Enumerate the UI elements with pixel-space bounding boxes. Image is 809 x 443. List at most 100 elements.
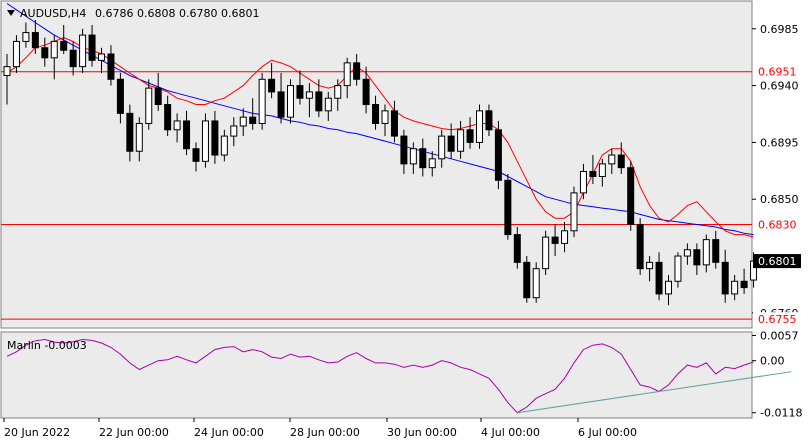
candle-bull [438, 135, 446, 160]
level-label-box [753, 64, 801, 79]
candle-bull [457, 129, 465, 152]
price-axis: 0.69850.69400.68950.68500.67600.69510.68… [752, 23, 801, 327]
candle-bear [419, 148, 427, 169]
candle-bear [693, 249, 701, 266]
candle-bull [3, 66, 11, 76]
candle-bull [532, 268, 540, 299]
candle-bear [353, 62, 361, 80]
time-tick-label: 22 Jun 00:00 [99, 426, 169, 439]
candle-bear [211, 120, 219, 156]
time-axis: 20 Jun 2022 22 Jun 00:00 24 Jun 00:00 28 Ju… [3, 418, 637, 439]
candle-bear [655, 261, 663, 295]
candle-bear [116, 78, 124, 114]
candle-bear [372, 104, 380, 124]
candle-bull [79, 34, 87, 68]
candle-bear [164, 104, 172, 131]
candle-bull [608, 154, 616, 165]
candle-bear [296, 85, 304, 99]
candle-bull [702, 239, 710, 266]
candle-bear [712, 239, 720, 263]
time-tick-label: 4 Jul 00:00 [481, 426, 540, 439]
price-tick-label: 0.6940 [760, 80, 799, 93]
candle-bear [154, 87, 162, 106]
oscillator-axis: 0.0057 0.00 -0.0118 [752, 330, 802, 420]
candle-bear [504, 179, 512, 236]
symbol-label: AUDUSD,H4 [20, 7, 86, 20]
candle-bull [731, 280, 739, 295]
candle-bull [343, 62, 351, 87]
candle-bear [485, 110, 493, 131]
candle-bear [88, 34, 96, 61]
oscillator-trendline [517, 371, 792, 414]
candle-bull [239, 116, 247, 127]
candle-bear [494, 129, 502, 181]
dropdown-triangle-icon[interactable] [7, 10, 15, 16]
time-tick-label: 6 Jul 00:00 [578, 426, 637, 439]
red-moving-average-line [6, 37, 754, 238]
candle-bull [258, 78, 266, 124]
candle-bull [570, 192, 578, 232]
level-label: 0.6755 [758, 313, 797, 326]
time-tick-label: 24 Jun 00:00 [194, 426, 264, 439]
candle-bull [334, 85, 342, 99]
candle-bull [542, 236, 550, 270]
candle-bull [135, 122, 143, 152]
candle-bear [447, 135, 455, 152]
candle-bear [249, 116, 257, 124]
candle-bear [183, 120, 191, 150]
candle-bear [400, 135, 408, 165]
candle-bull [145, 87, 153, 124]
candle-bull [98, 53, 105, 61]
candle-bull [12, 40, 20, 68]
candle-bear [315, 91, 323, 112]
indicator-pane [0, 331, 753, 419]
candle-bull [230, 125, 238, 137]
level-label: 0.6830 [758, 218, 797, 231]
candle-bull [428, 158, 436, 169]
oscillator-tick-label: -0.0118 [760, 407, 802, 420]
candle-bull [598, 163, 606, 177]
current-price-label: 0.6801 [758, 255, 797, 268]
candle-bull [324, 97, 332, 112]
level-label-box [753, 217, 801, 232]
candle-bull [665, 280, 672, 295]
candle-bull [22, 32, 30, 42]
time-tick-label: 30 Jun 00:00 [387, 426, 457, 439]
candle-bear [69, 49, 77, 68]
candle-bear [617, 154, 625, 169]
candle-bull [476, 110, 483, 143]
candle-bear [192, 148, 200, 162]
candle-bear [513, 234, 521, 263]
candle-bull [561, 230, 569, 244]
candle-bear [31, 32, 39, 49]
candle-bull [381, 110, 389, 124]
indicator-label: Marlin -0.0003 [7, 339, 87, 352]
horizontal-levels [1, 71, 752, 320]
price-tick-label: 0.6985 [760, 23, 799, 36]
candle-bear [60, 40, 68, 51]
candle-bear [627, 167, 635, 225]
candlesticks [3, 19, 758, 306]
price-pane [0, 0, 753, 329]
candle-bear [551, 236, 559, 244]
candle-bull [579, 170, 587, 194]
candle-bear [362, 78, 370, 106]
candle-bear [636, 223, 644, 270]
candle-bull [201, 120, 209, 162]
candle-bull [50, 40, 58, 59]
oscillator-tick-label: 0.00 [760, 355, 785, 368]
level-label: 0.6951 [758, 66, 797, 79]
candle-bear [523, 261, 531, 299]
candle-bear [41, 47, 49, 59]
candle-bear [126, 112, 134, 152]
candle-bear [268, 78, 276, 93]
candle-bear [466, 129, 474, 143]
candle-bull [646, 261, 654, 270]
candle-bull [305, 91, 313, 99]
candle-bull [683, 249, 691, 257]
candle-bear [107, 53, 115, 80]
candle-bull [173, 120, 181, 131]
price-tick-label: 0.6850 [760, 193, 799, 206]
current-price-label-box [753, 254, 801, 269]
